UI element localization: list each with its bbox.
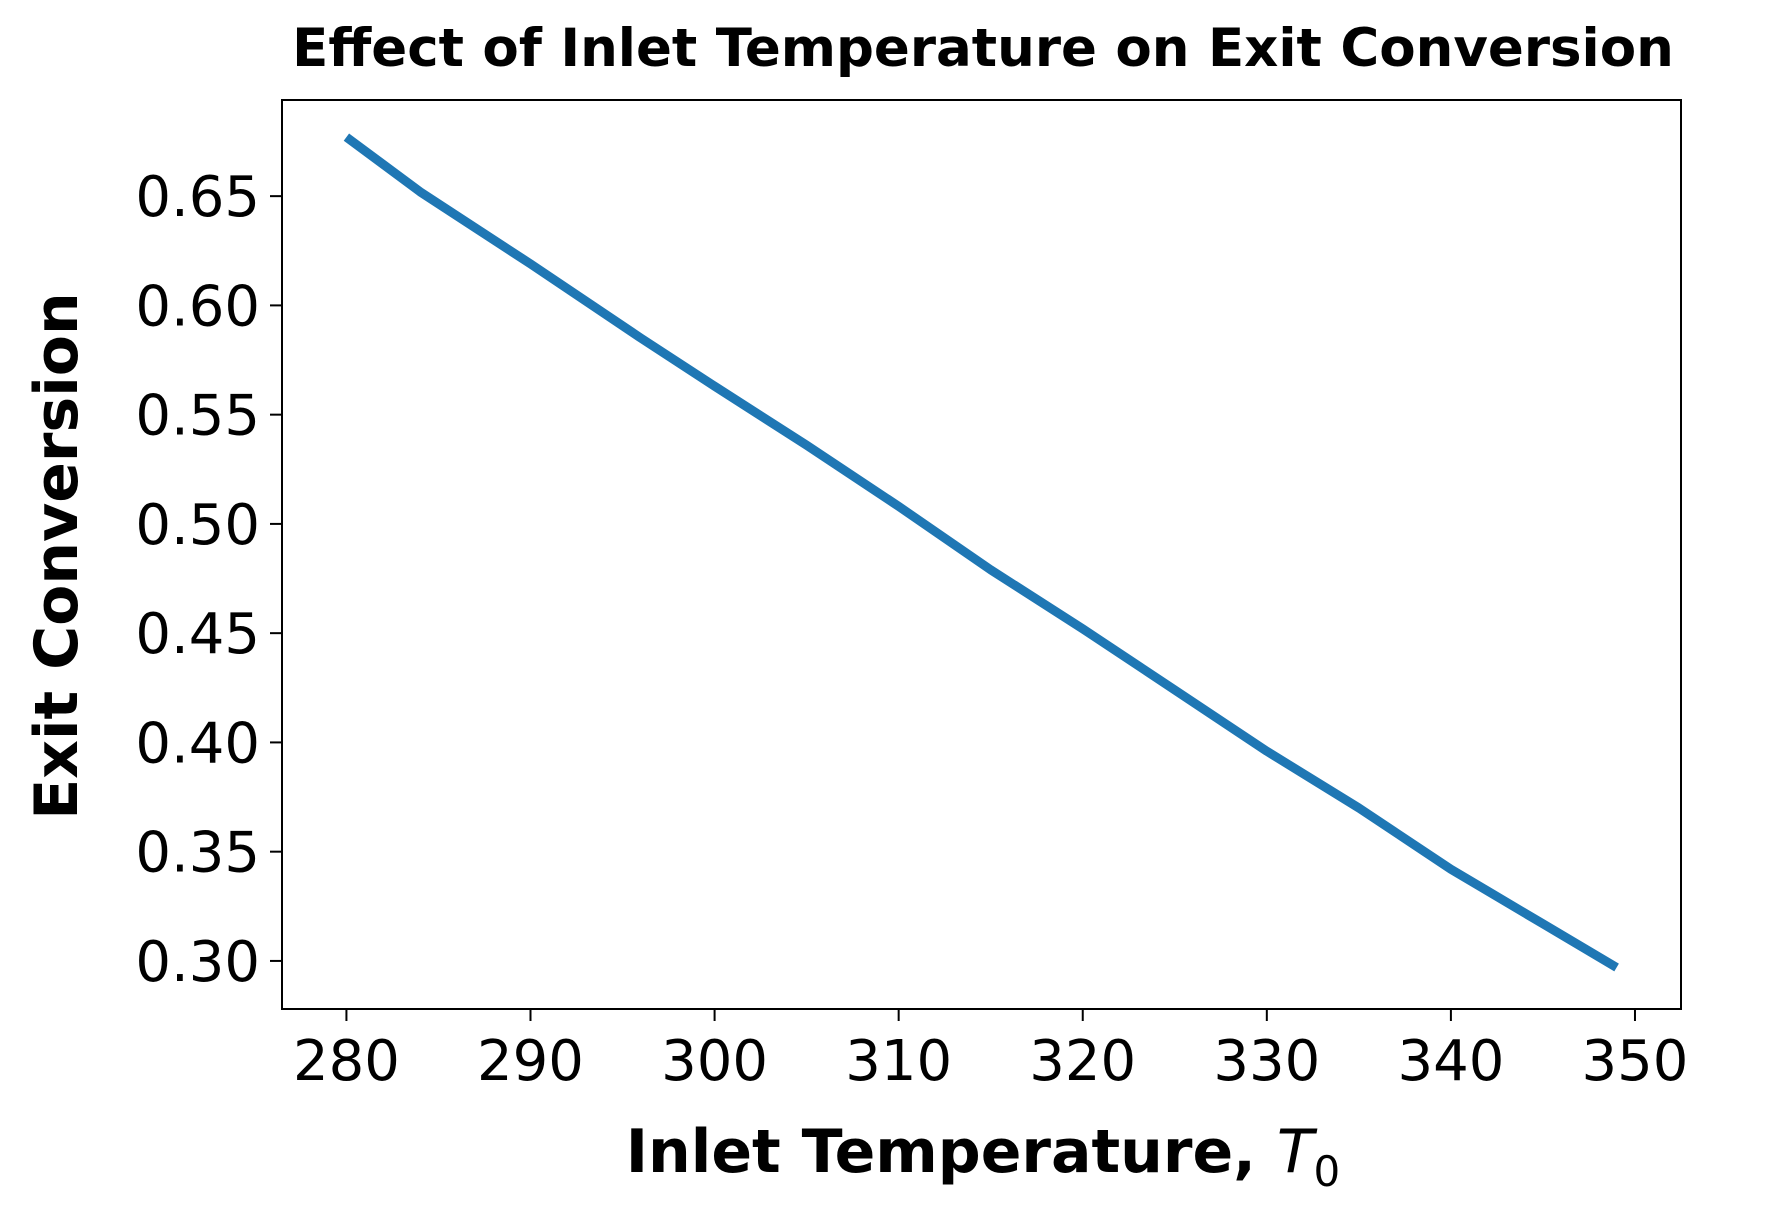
y-axis-ticks: 0.30 0.35 0.40 0.45 0.50 0.55 0.60 0.65: [135, 165, 282, 995]
y-tick-label: 0.60: [135, 274, 260, 339]
chart-title: Effect of Inlet Temperature on Exit Conv…: [292, 18, 1674, 79]
x-tick-label: 300: [661, 1029, 768, 1094]
x-tick-label: 320: [1029, 1029, 1136, 1094]
y-tick-label: 0.40: [135, 711, 260, 776]
x-axis-label: Inlet Temperature, T0: [626, 1117, 1341, 1196]
y-tick-label: 0.55: [135, 384, 260, 449]
x-axis-label-symbol: T: [1277, 1117, 1318, 1187]
x-tick-label: 280: [293, 1029, 400, 1094]
y-tick-label: 0.30: [135, 930, 260, 995]
x-tick-label: 350: [1582, 1029, 1689, 1094]
x-tick-label: 290: [477, 1029, 584, 1094]
plot-area-frame: [281, 99, 1682, 1010]
x-axis-label-subscript: 0: [1314, 1147, 1341, 1196]
x-tick-label: 340: [1397, 1029, 1504, 1094]
y-axis-label: Exit Conversion: [22, 292, 92, 819]
y-tick-label: 0.35: [135, 821, 260, 886]
y-tick-label: 0.65: [135, 165, 260, 230]
x-axis-label-text: Inlet Temperature,: [626, 1117, 1277, 1187]
y-tick-label: 0.50: [135, 493, 260, 558]
y-tick-label: 0.45: [135, 602, 260, 667]
series-line: [343, 133, 1619, 972]
x-tick-label: 330: [1213, 1029, 1320, 1094]
x-tick-label: 310: [845, 1029, 952, 1094]
x-axis-ticks: 280 290 300 310 320 330 340 350: [293, 1009, 1688, 1094]
series-layer: [343, 133, 1619, 972]
